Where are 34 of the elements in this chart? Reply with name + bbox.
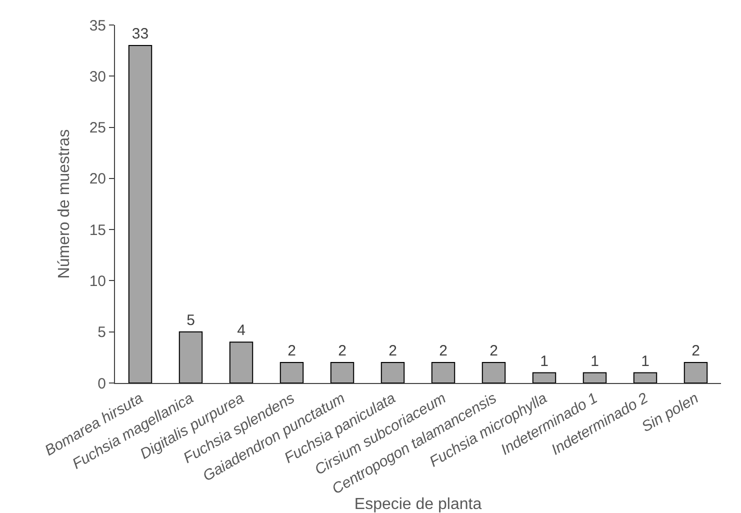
bar [532, 372, 556, 383]
y-tick-label: 25 [89, 120, 106, 137]
bar [280, 362, 304, 383]
y-tick-label: 35 [89, 17, 106, 34]
bar [431, 362, 456, 383]
y-axis-title: Número de muestras [56, 129, 74, 279]
data-label: 2 [338, 342, 346, 360]
data-label: 2 [692, 342, 700, 360]
bar [582, 372, 607, 383]
data-label: 4 [237, 322, 246, 340]
y-tick-label: 30 [89, 68, 106, 86]
data-label: 33 [132, 25, 149, 42]
data-label: 1 [641, 352, 650, 370]
bar [330, 362, 354, 383]
y-tick-label: 0 [98, 375, 106, 392]
data-label: 5 [186, 312, 195, 329]
bar [128, 44, 152, 383]
y-tick-label: 20 [89, 170, 106, 188]
bar [229, 342, 254, 383]
bar [178, 331, 203, 383]
y-tick-label: 10 [89, 272, 106, 290]
data-label: 2 [388, 342, 397, 360]
y-tick-label: 15 [89, 222, 106, 239]
data-label: 2 [439, 342, 448, 360]
bar [380, 362, 405, 383]
data-label: 1 [590, 352, 599, 370]
bar [482, 362, 506, 383]
bar [633, 372, 658, 383]
data-label: 2 [490, 342, 498, 360]
x-axis-title: Especie de planta [354, 496, 482, 513]
data-label: 2 [288, 342, 296, 360]
y-tick-label: 5 [98, 324, 106, 342]
data-label: 1 [540, 352, 548, 370]
bar [684, 362, 708, 383]
